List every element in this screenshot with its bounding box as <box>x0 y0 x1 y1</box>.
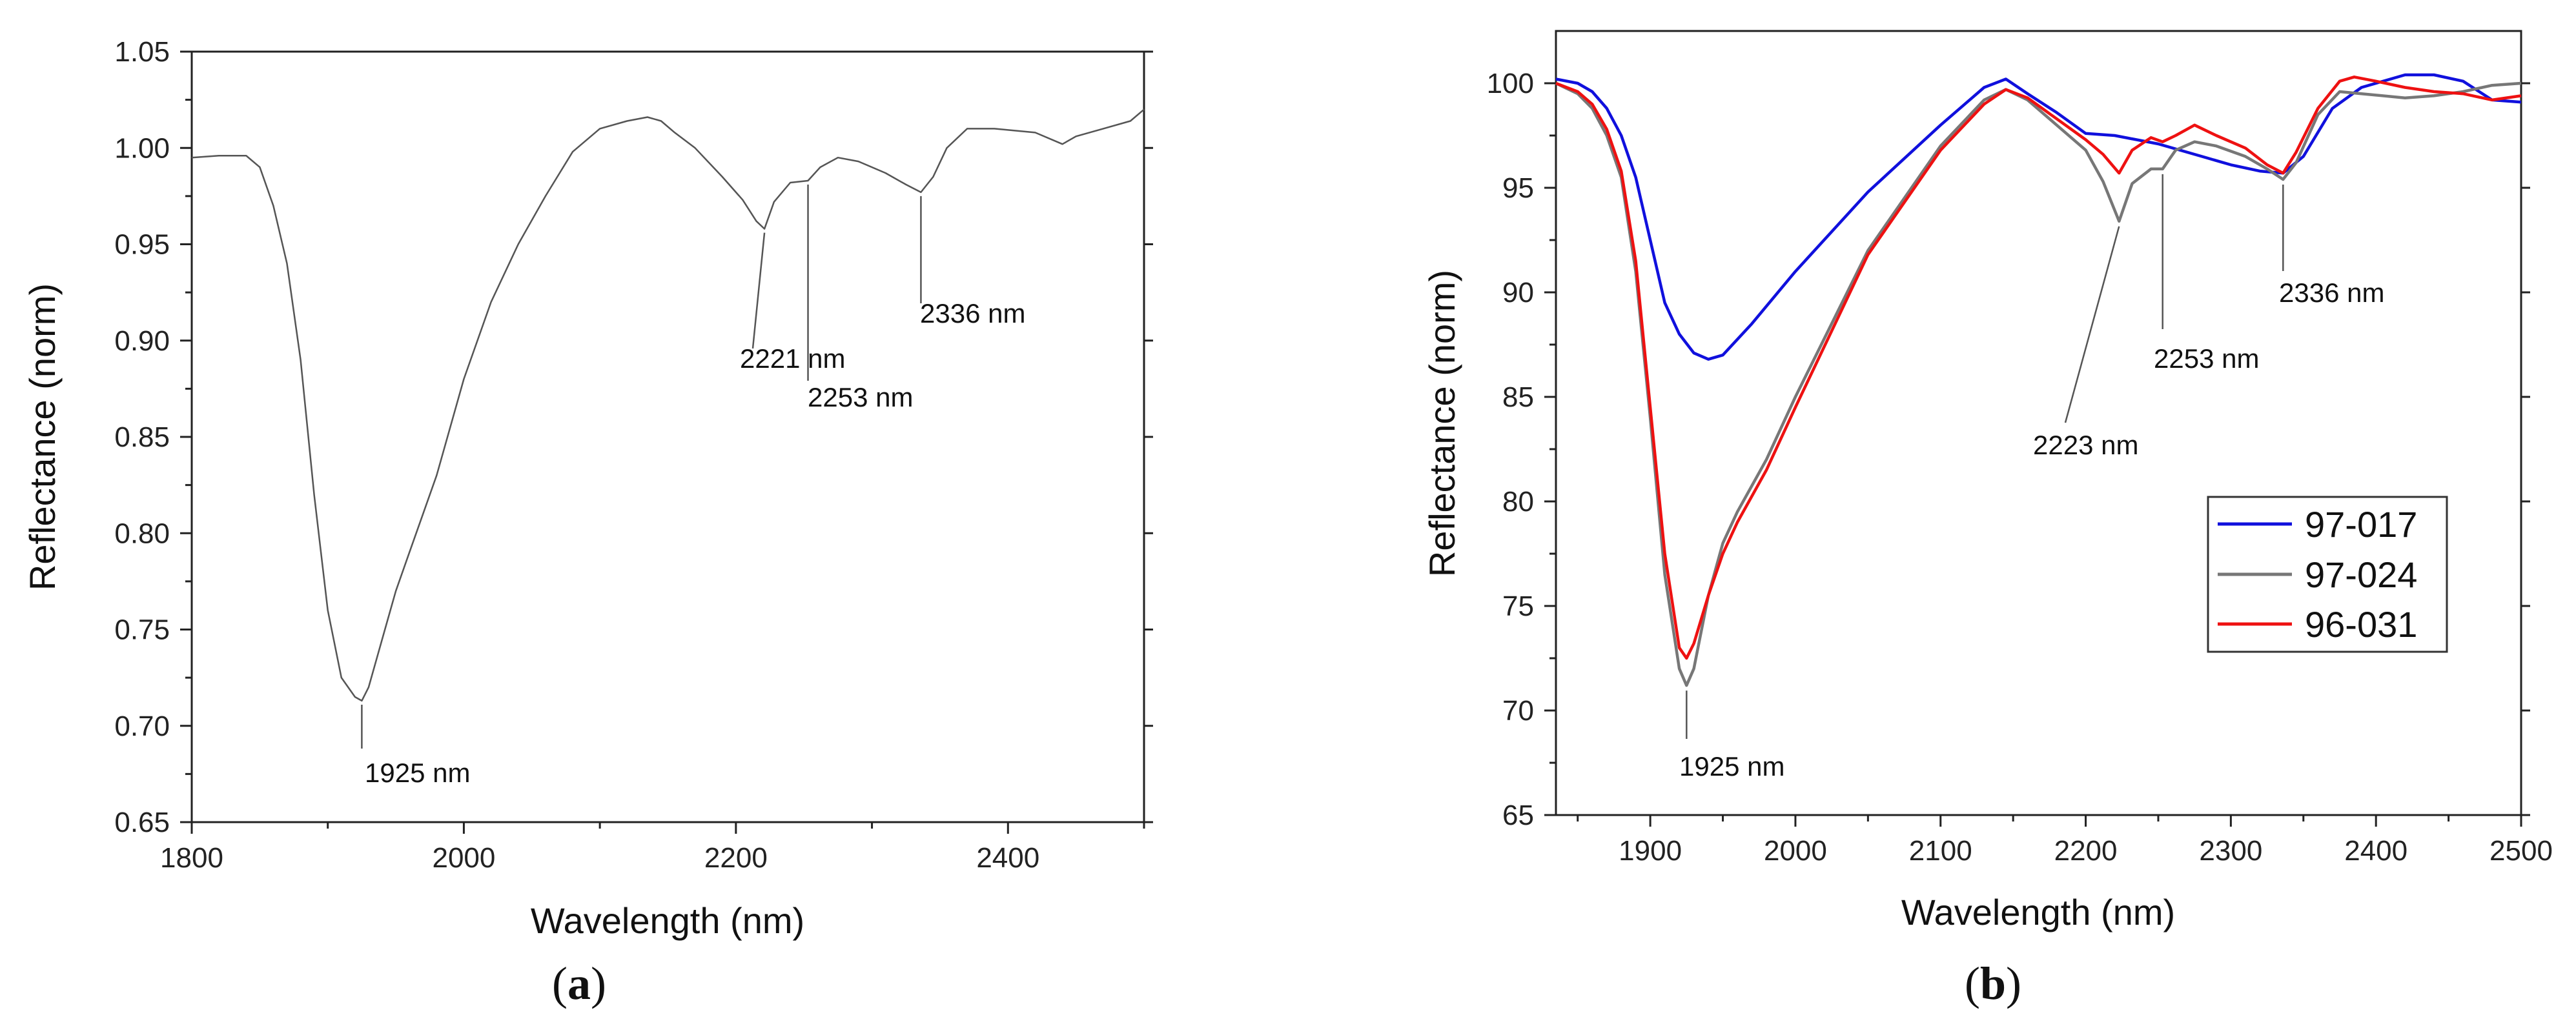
annotations-a: 1925 nm 2221 nm 2253 nm 2336 nm <box>361 184 1025 788</box>
y-tick-label-b: 95 <box>1502 172 1534 204</box>
series-group-b <box>1555 73 2522 687</box>
x-tick-label-a: 2400 <box>976 842 1039 874</box>
y-tick-label-b: 90 <box>1502 277 1534 308</box>
y-tick-label-a: 0.65 <box>114 807 170 838</box>
panel-label-a: (a) <box>552 958 606 1009</box>
series-group-a <box>191 108 1145 702</box>
x-tick-label-b: 2000 <box>1764 835 1827 867</box>
annotation-label-b: 2223 nm <box>2033 430 2138 460</box>
series-line-97-017 <box>1555 73 2522 361</box>
tick-marks-a <box>180 50 1153 834</box>
annotation-label-a: 2336 nm <box>920 298 1025 328</box>
y-tick-labels-a: 0.65 0.70 0.75 0.80 0.85 0.90 0.95 1.00 1.05 <box>114 36 170 838</box>
x-tick-label-a: 1800 <box>160 842 223 874</box>
x-tick-labels-a: 1800 2000 2200 2400 <box>160 842 1039 874</box>
x-axis-title-b: Wavelength (nm) <box>1901 892 2175 932</box>
plot-frame-a <box>190 50 1145 823</box>
annotations-b: 1925 nm 2223 nm 2253 nm 2336 nm <box>1679 174 2384 781</box>
annotation-label-a: 1925 nm <box>365 758 470 788</box>
y-tick-label-a: 0.70 <box>114 711 170 742</box>
x-tick-label-b: 2300 <box>2199 835 2262 867</box>
y-tick-label-b: 85 <box>1502 381 1534 413</box>
annotation-leader-a <box>751 232 766 349</box>
y-tick-label-b: 75 <box>1502 590 1534 622</box>
panel-label-b: (b) <box>1965 958 2021 1009</box>
y-tick-label-a: 0.85 <box>114 421 170 453</box>
annotation-leader-b <box>2064 226 2120 423</box>
chart-panel-a: 1800 2000 2200 2400 0.65 0.70 0.75 0.80 0.85 0.9… <box>22 36 1153 1009</box>
y-tick-label-a: 0.80 <box>114 518 170 549</box>
y-tick-label-b: 70 <box>1502 695 1534 727</box>
y-tick-label-a: 0.90 <box>114 325 170 357</box>
y-axis-title-a: Reflectance (norm) <box>22 283 63 590</box>
legend-label-97-017: 97-017 <box>2305 504 2417 545</box>
y-tick-labels-b: 65 70 75 80 85 90 95 100 <box>1487 68 1534 831</box>
y-tick-label-b: 65 <box>1502 800 1534 831</box>
legend-b: 97-017 97-024 96-031 <box>2207 496 2448 653</box>
y-tick-label-b: 100 <box>1487 68 1534 99</box>
y-tick-label-b: 80 <box>1502 486 1534 518</box>
plot-frame-b <box>1555 30 2522 816</box>
x-axis-title-a: Wavelength (nm) <box>531 900 804 941</box>
x-tick-label-b: 2200 <box>2054 835 2118 867</box>
y-axis-title-b: Reflectance (norm) <box>1422 270 1462 577</box>
x-tick-label-b: 2100 <box>1909 835 1972 867</box>
annotation-label-a: 2253 nm <box>808 382 913 412</box>
series-line-96-031 <box>1555 76 2522 660</box>
annotation-label-b: 2336 nm <box>2279 277 2384 308</box>
series-line-97-024 <box>1555 81 2522 687</box>
y-tick-label-a: 0.95 <box>114 229 170 261</box>
x-tick-label-b: 2500 <box>2489 835 2553 867</box>
legend-label-97-024: 97-024 <box>2305 554 2417 595</box>
y-tick-label-a: 1.00 <box>114 132 170 164</box>
x-tick-label-b: 1900 <box>1619 835 1682 867</box>
x-tick-label-a: 2200 <box>704 842 768 874</box>
y-tick-label-a: 0.75 <box>114 614 170 646</box>
legend-label-96-031: 96-031 <box>2305 604 2417 645</box>
annotation-label-b: 2253 nm <box>2154 343 2259 374</box>
tick-marks-b <box>1544 82 2530 827</box>
chart-panel-b: 1900 2000 2100 2200 2300 2400 2500 65 70 75 80 85 9… <box>1422 30 2553 1009</box>
x-tick-label-b: 2400 <box>2344 835 2407 867</box>
series-line-spectrum <box>191 108 1145 702</box>
annotation-label-a: 2221 nm <box>740 343 845 374</box>
annotation-label-b: 1925 nm <box>1679 751 1784 781</box>
x-tick-labels-b: 1900 2000 2100 2200 2300 2400 2500 <box>1619 835 2553 867</box>
y-tick-label-a: 1.05 <box>114 36 170 68</box>
x-tick-label-a: 2000 <box>432 842 495 874</box>
